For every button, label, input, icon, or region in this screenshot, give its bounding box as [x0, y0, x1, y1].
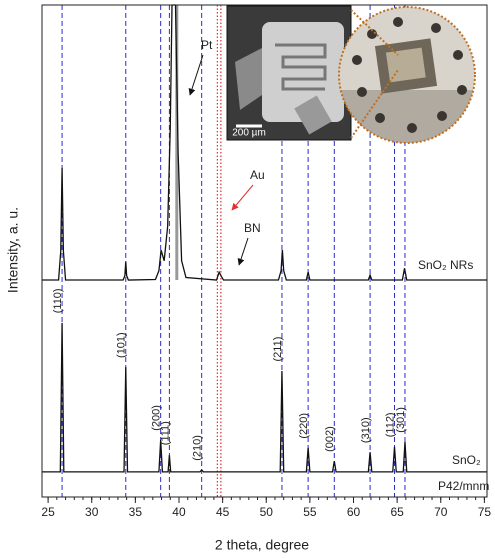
peak-label: (101) [116, 332, 128, 358]
scale-bar-label: 200 µm [232, 128, 266, 139]
space-group-label: P42/mnm [438, 479, 489, 493]
au-arrow [231, 184, 254, 211]
series-line [42, 322, 487, 473]
x-tick-label: 70 [434, 505, 448, 519]
x-axis-title: 2 theta, degree [215, 537, 309, 553]
bn-annotation: BN [244, 221, 261, 235]
x-tick-label: 60 [347, 505, 361, 519]
x-tick-label: 65 [390, 505, 404, 519]
x-tick-label: 30 [85, 505, 99, 519]
peak-label: (112) [384, 412, 396, 437]
peak-label: (310) [360, 417, 372, 443]
x-tick-label: 75 [478, 505, 492, 519]
au-annotation: Au [250, 168, 265, 182]
x-tick-label: 35 [129, 505, 143, 519]
series-label: SnO₂ NRs [418, 258, 473, 272]
inset-chip-photo [338, 6, 476, 144]
series-line [42, 4, 487, 281]
pt-arrow [188, 54, 204, 96]
peak-label: (200) [151, 405, 163, 431]
peak-label: (111) [159, 421, 171, 445]
x-tick-label: 40 [172, 505, 186, 519]
x-tick-label: 50 [260, 505, 274, 519]
inset-micrograph: 200 µm [226, 5, 352, 141]
peak-label: (301) [395, 407, 407, 433]
series-label: SnO₂ [452, 453, 481, 467]
pt-annotation: Pt [201, 38, 213, 52]
plot-frame [41, 4, 488, 498]
peak-label: (210) [192, 435, 204, 461]
plot-area: (110) (101) (200)(111) (210) (211) (220) (002)… [41, 4, 492, 519]
y-axis-title: Intensity, a. u. [5, 207, 21, 293]
peak-label: (002) [324, 426, 336, 452]
peak-label: (220) [298, 413, 310, 439]
peak-label: (110) [52, 288, 64, 313]
x-tick-label: 45 [216, 505, 230, 519]
peak-label: (211) [272, 337, 284, 362]
bn-arrow [237, 237, 249, 266]
x-tick-label: 25 [41, 505, 55, 519]
x-tick-label: 55 [303, 505, 317, 519]
